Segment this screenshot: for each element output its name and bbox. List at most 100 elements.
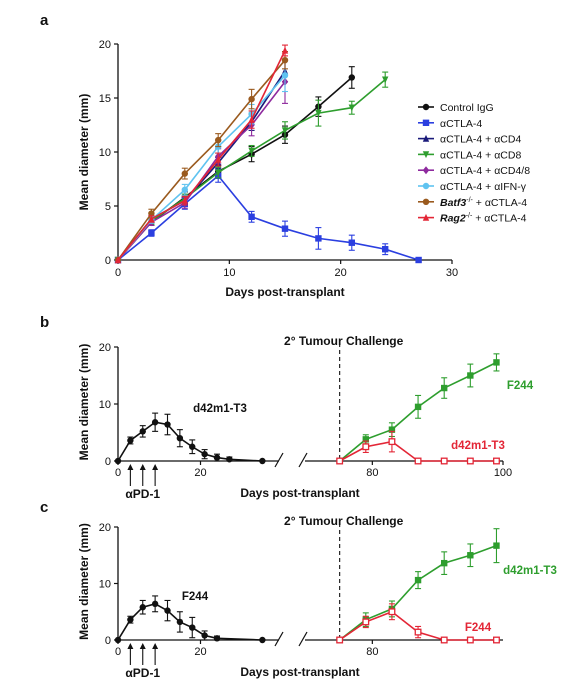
data-point bbox=[336, 457, 344, 465]
data-point bbox=[440, 457, 448, 465]
data-point bbox=[493, 542, 500, 549]
y-tick-label: 10 bbox=[99, 147, 111, 159]
legend-swatch-marker bbox=[422, 198, 430, 205]
data-point bbox=[215, 169, 222, 177]
data-point bbox=[415, 256, 422, 264]
series-line bbox=[117, 602, 263, 641]
legend-label: αCTLA-4 + αCD8 bbox=[440, 149, 521, 161]
data-point bbox=[127, 437, 134, 444]
challenge-annotation: 2° Tumour Challenge bbox=[284, 514, 404, 528]
treatment-arrow-head bbox=[152, 643, 159, 649]
legend-entry: αCTLA-4 + αCD8 bbox=[418, 149, 521, 161]
data-point bbox=[382, 76, 389, 84]
data-point bbox=[388, 426, 396, 433]
series-2 bbox=[336, 603, 500, 644]
x-tick-label: 10 bbox=[223, 267, 235, 279]
legend-label-gene: Batf3 bbox=[440, 197, 466, 209]
data-point bbox=[466, 636, 474, 644]
data-point bbox=[440, 636, 448, 644]
data-point bbox=[248, 213, 255, 220]
data-point bbox=[151, 600, 159, 608]
data-point bbox=[176, 435, 184, 442]
x-tick-label: 80 bbox=[366, 646, 378, 658]
data-point bbox=[493, 359, 500, 366]
chart-panel-b: 0 10 20 0 20 80 100 Days post-transplant Mean di… bbox=[77, 334, 534, 501]
y-axis-label: Mean diameter (mm) bbox=[77, 94, 91, 211]
series-2 bbox=[336, 430, 500, 465]
data-point bbox=[281, 127, 289, 135]
chart-panel-c: 0 10 20 0 20 80 Days post-transplant Mean diame… bbox=[77, 514, 557, 680]
panel-b-letter: b bbox=[40, 314, 49, 331]
x-tick-label: 20 bbox=[194, 467, 206, 479]
data-point bbox=[466, 457, 474, 465]
data-point bbox=[315, 235, 322, 242]
x-tick-label: 0 bbox=[115, 467, 121, 479]
data-point bbox=[259, 457, 266, 465]
y-tick-label: 0 bbox=[105, 255, 111, 267]
legend-swatch-marker bbox=[422, 119, 430, 126]
legend-swatch-marker bbox=[422, 151, 430, 159]
data-point bbox=[414, 403, 422, 411]
series-label: F244 bbox=[465, 622, 492, 634]
data-point bbox=[281, 72, 289, 79]
data-point bbox=[348, 104, 355, 112]
y-tick-label: 20 bbox=[99, 522, 111, 534]
treatment-arrow-head bbox=[139, 643, 146, 649]
legend-label-sup: -/- bbox=[466, 213, 473, 220]
x-tick-label: 20 bbox=[335, 267, 347, 279]
y-tick-label: 10 bbox=[99, 579, 111, 591]
panel-c-letter: c bbox=[40, 499, 48, 516]
x-tick-label: 80 bbox=[366, 467, 378, 479]
data-point bbox=[281, 46, 289, 54]
treatment-label: αPD-1 bbox=[125, 487, 160, 501]
data-point bbox=[215, 136, 222, 144]
data-point bbox=[414, 576, 422, 584]
x-axis-label: Days post-transplant bbox=[240, 665, 359, 679]
legend-swatch-marker bbox=[422, 213, 430, 221]
data-point bbox=[148, 229, 155, 237]
series-0 bbox=[114, 412, 266, 465]
data-point bbox=[388, 608, 396, 616]
data-point bbox=[181, 196, 188, 204]
data-point bbox=[441, 559, 448, 567]
legend-label: αCTLA-4 + αCD4/8 bbox=[440, 165, 530, 177]
series-line bbox=[117, 174, 419, 261]
legend-label-rest: + αCTLA-4 bbox=[472, 213, 526, 225]
data-point bbox=[139, 604, 146, 611]
panel-a-letter: a bbox=[40, 12, 49, 29]
y-axis-label: Mean diameter (mm) bbox=[77, 523, 91, 640]
legend-entry: Control IgG bbox=[418, 102, 494, 114]
data-point bbox=[164, 607, 171, 614]
chart-panel-a: 0 5 10 15 20 0 10 20 30 Days post-transplant Mean … bbox=[77, 39, 530, 299]
x-axis-label: Days post-transplant bbox=[225, 285, 344, 299]
legend-swatch-marker bbox=[422, 134, 430, 142]
data-point bbox=[226, 456, 233, 463]
data-point bbox=[493, 636, 500, 644]
data-point bbox=[215, 155, 222, 163]
legend-entry: αCTLA-4 + αIFN-γ bbox=[418, 181, 527, 193]
data-point bbox=[362, 436, 369, 443]
y-tick-label: 0 bbox=[105, 635, 111, 647]
x-tick-label: 30 bbox=[446, 267, 458, 279]
series-label: d42m1-T3 bbox=[451, 440, 505, 452]
treatment-arrow-head bbox=[152, 464, 159, 470]
data-point bbox=[248, 115, 255, 123]
y-tick-label: 20 bbox=[99, 39, 111, 51]
challenge-annotation: 2° Tumour Challenge bbox=[284, 334, 404, 348]
data-point bbox=[164, 421, 171, 428]
data-point bbox=[213, 635, 221, 642]
legend-swatch-marker bbox=[422, 103, 430, 111]
axis-break-mark bbox=[274, 452, 284, 468]
data-point bbox=[148, 210, 155, 217]
series-label: d42m1-T3 bbox=[193, 403, 247, 415]
data-point bbox=[139, 428, 146, 435]
data-point bbox=[114, 256, 122, 264]
data-point bbox=[259, 636, 266, 644]
axis-break-mark bbox=[298, 631, 308, 647]
y-tick-label: 5 bbox=[105, 201, 111, 213]
series-line bbox=[117, 59, 286, 261]
legend-entry: αCTLA-4 + αCD4 bbox=[418, 134, 521, 146]
axis-break-mark bbox=[274, 631, 284, 647]
data-point bbox=[348, 239, 355, 246]
